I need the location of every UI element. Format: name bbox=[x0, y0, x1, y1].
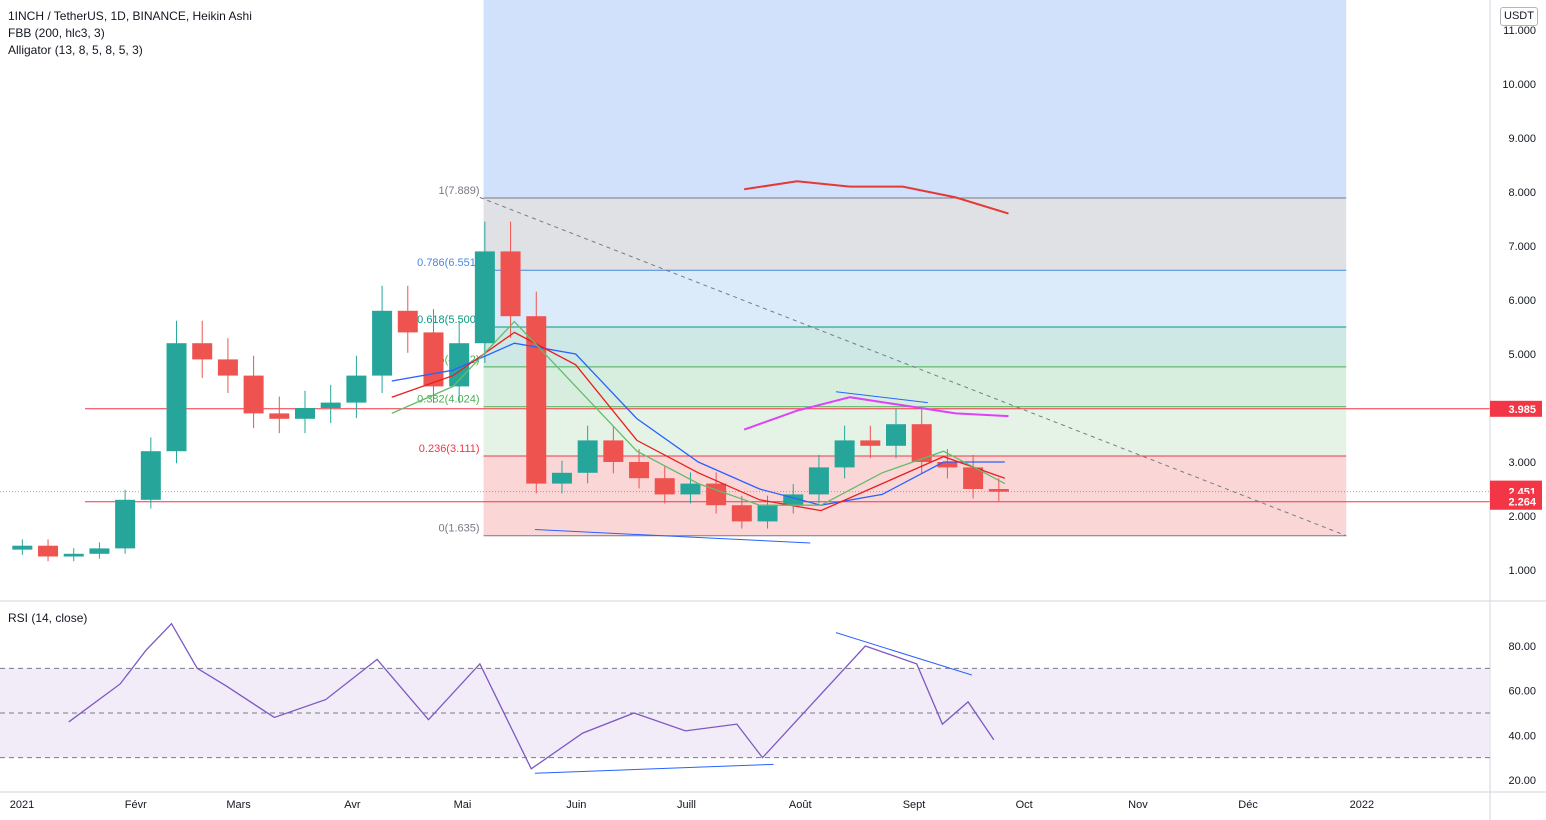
price-label-text: 2.264 bbox=[1508, 497, 1536, 509]
price-axis-tick: 11.000 bbox=[1503, 25, 1536, 37]
chart-legend: 1INCH / TetherUS, 1D, BINANCE, Heikin As… bbox=[8, 8, 252, 59]
fib-level-label: 0(1.635) bbox=[439, 523, 480, 535]
trendline bbox=[835, 391, 928, 404]
time-axis-tick: 2022 bbox=[1350, 799, 1374, 811]
candle-body bbox=[886, 424, 907, 446]
price-axis-tick: 6.000 bbox=[1508, 295, 1536, 307]
fib-zone bbox=[483, 270, 1347, 327]
fbb-upper-line bbox=[744, 180, 1009, 215]
candle-body bbox=[834, 440, 855, 468]
price-axis-tick: 1.000 bbox=[1508, 565, 1536, 577]
price-axis-tick: 7.000 bbox=[1508, 241, 1536, 253]
price-label-text: 3.985 bbox=[1508, 404, 1536, 416]
alligator-teeth-line bbox=[391, 331, 1006, 512]
price-axis-tick: 8.000 bbox=[1508, 187, 1536, 199]
price-axis-tick: 10.000 bbox=[1502, 79, 1536, 91]
candle-body bbox=[680, 483, 701, 495]
fib-zone bbox=[483, 197, 1347, 271]
candle-body bbox=[89, 548, 110, 554]
candle-body bbox=[603, 440, 624, 462]
alligator-jaw-line bbox=[391, 342, 1005, 506]
price-label-badge bbox=[1490, 493, 1542, 510]
trendline bbox=[534, 529, 811, 544]
time-axis-tick: Déc bbox=[1238, 799, 1258, 811]
time-axis-tick: Nov bbox=[1128, 799, 1148, 811]
candle-body bbox=[38, 545, 59, 557]
candle-body bbox=[731, 505, 752, 522]
candle-body bbox=[551, 472, 572, 484]
candle-body bbox=[115, 499, 136, 549]
rsi-axis-tick: 40.00 bbox=[1508, 730, 1536, 742]
rsi-divergence-line bbox=[534, 763, 774, 774]
candle-body bbox=[217, 359, 238, 376]
candle-body bbox=[500, 251, 521, 317]
symbol-title[interactable]: 1INCH / TetherUS, 1D, BINANCE, Heikin As… bbox=[8, 9, 252, 23]
candle-body bbox=[808, 467, 829, 495]
candle-body bbox=[654, 478, 675, 495]
time-axis-tick: Avr bbox=[344, 799, 361, 811]
candle-body bbox=[243, 375, 264, 414]
rsi-axis-tick: 20.00 bbox=[1508, 775, 1536, 787]
price-axis-tick: 9.000 bbox=[1508, 133, 1536, 145]
candle-body bbox=[474, 251, 495, 344]
candle-body bbox=[988, 489, 1009, 492]
rsi-line bbox=[68, 622, 995, 770]
candle-body bbox=[911, 424, 932, 462]
candle-body bbox=[423, 332, 444, 387]
fib-zone bbox=[483, 327, 1347, 367]
candle-body bbox=[140, 451, 161, 500]
time-axis-tick: Sept bbox=[903, 799, 926, 811]
rsi-title[interactable]: RSI (14, close) bbox=[8, 611, 88, 625]
trendline bbox=[479, 196, 1347, 537]
rsi-band-fill bbox=[0, 668, 1490, 758]
currency-unit-badge[interactable]: USDT bbox=[1500, 7, 1538, 26]
fbb-basis-line bbox=[743, 396, 1009, 431]
candle-body bbox=[757, 505, 778, 522]
candle-body bbox=[320, 402, 341, 408]
price-label-badge bbox=[1490, 400, 1542, 417]
rsi-axis-tick: 60.00 bbox=[1508, 686, 1536, 698]
price-axis-tick: 5.000 bbox=[1508, 349, 1536, 361]
candle-body bbox=[295, 408, 315, 419]
candle-body bbox=[963, 467, 984, 489]
rsi-divergence-line bbox=[835, 632, 972, 676]
candle-body bbox=[526, 316, 547, 484]
candle-body bbox=[783, 494, 804, 506]
alligator-lips-line bbox=[391, 320, 1006, 506]
rsi-axis-tick: 80.00 bbox=[1508, 641, 1536, 653]
fib-level-label: 0.382(4.024) bbox=[417, 394, 479, 406]
fib-level-label: 1(7.889) bbox=[439, 185, 480, 197]
candle-body bbox=[577, 440, 598, 473]
candle-body bbox=[629, 462, 650, 479]
candle-body bbox=[372, 310, 393, 376]
fib-level-label: 0.786(6.551) bbox=[417, 257, 479, 269]
price-axis-tick: 2.000 bbox=[1508, 511, 1536, 523]
fib-level-label: 0.236(3.111) bbox=[419, 443, 480, 455]
indicator-alligator-label[interactable]: Alligator (13, 8, 5, 8, 5, 3) bbox=[8, 43, 143, 57]
indicator-fbb-label[interactable]: FBB (200, hlc3, 3) bbox=[8, 26, 105, 40]
candle-body bbox=[397, 310, 418, 333]
fib-zone bbox=[483, 366, 1347, 407]
time-axis-tick: Mars bbox=[226, 799, 251, 811]
time-axis-tick: Mai bbox=[454, 799, 472, 811]
candle-body bbox=[12, 545, 33, 550]
candle-body bbox=[860, 440, 881, 446]
candle-body bbox=[166, 343, 187, 452]
time-axis-tick: Juin bbox=[566, 799, 586, 811]
candle-body bbox=[937, 462, 958, 468]
candle-body bbox=[706, 483, 727, 506]
time-axis-tick: Juill bbox=[677, 799, 696, 811]
fib-zone-extension bbox=[483, 0, 1347, 198]
candle-body bbox=[192, 343, 213, 360]
time-axis-tick: Févr bbox=[125, 799, 147, 811]
candle-body bbox=[63, 553, 84, 557]
time-axis-tick: Août bbox=[789, 799, 812, 811]
time-axis-tick: Oct bbox=[1016, 799, 1033, 811]
candle-body bbox=[346, 375, 367, 403]
time-axis-tick: 2021 bbox=[10, 799, 34, 811]
candle-body bbox=[269, 413, 290, 419]
fib-level-label: 0.618(5.500) bbox=[417, 314, 479, 326]
price-axis-tick: 3.000 bbox=[1508, 457, 1536, 469]
